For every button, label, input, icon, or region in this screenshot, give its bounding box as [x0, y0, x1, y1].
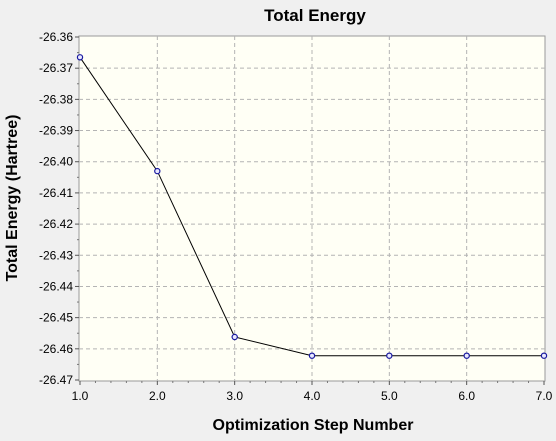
y-tick-label: -26.41	[39, 186, 73, 200]
x-tick-label: 1.0	[72, 389, 89, 403]
x-tick-label: 5.0	[381, 389, 398, 403]
y-tick-label: -26.43	[39, 248, 73, 262]
y-axis-label: Total Energy (Hartree)	[4, 115, 21, 282]
data-point[interactable]	[540, 352, 548, 359]
y-tick-label: -26.42	[39, 217, 73, 231]
data-point[interactable]	[308, 352, 316, 359]
x-axis-label: Optimization Step Number	[213, 417, 414, 434]
x-tick-label: 6.0	[458, 389, 475, 403]
y-tick-label: -26.46	[39, 342, 73, 356]
y-tick-label: -26.37	[39, 61, 73, 75]
data-point[interactable]	[154, 167, 161, 175]
data-point[interactable]	[386, 352, 393, 359]
data-point[interactable]	[463, 352, 470, 359]
chart-title: Total Energy	[264, 6, 366, 25]
data-point[interactable]	[76, 54, 84, 61]
y-tick-label: -26.36	[39, 30, 73, 44]
grid-lines	[79, 36, 545, 381]
y-tick-label: -26.44	[39, 279, 73, 293]
x-axis-ticks: 1.0 2.0 3.0 4.0 5.0 6.0 7.0	[72, 381, 553, 403]
y-tick-label: -26.47	[39, 373, 73, 387]
y-tick-label: -26.45	[39, 311, 73, 325]
x-tick-label: 4.0	[304, 389, 321, 403]
y-axis-ticks: -26.36 -26.37 -26.38 -26.39 -26.40 -26.41 -26.…	[39, 30, 79, 387]
x-tick-label: 7.0	[536, 389, 553, 403]
data-point[interactable]	[231, 333, 238, 341]
y-tick-label: -26.39	[39, 124, 73, 138]
y-tick-label: -26.40	[39, 155, 73, 169]
x-tick-label: 3.0	[226, 389, 243, 403]
y-tick-label: -26.38	[39, 92, 73, 106]
x-tick-label: 2.0	[149, 389, 166, 403]
series-energy	[76, 54, 548, 359]
